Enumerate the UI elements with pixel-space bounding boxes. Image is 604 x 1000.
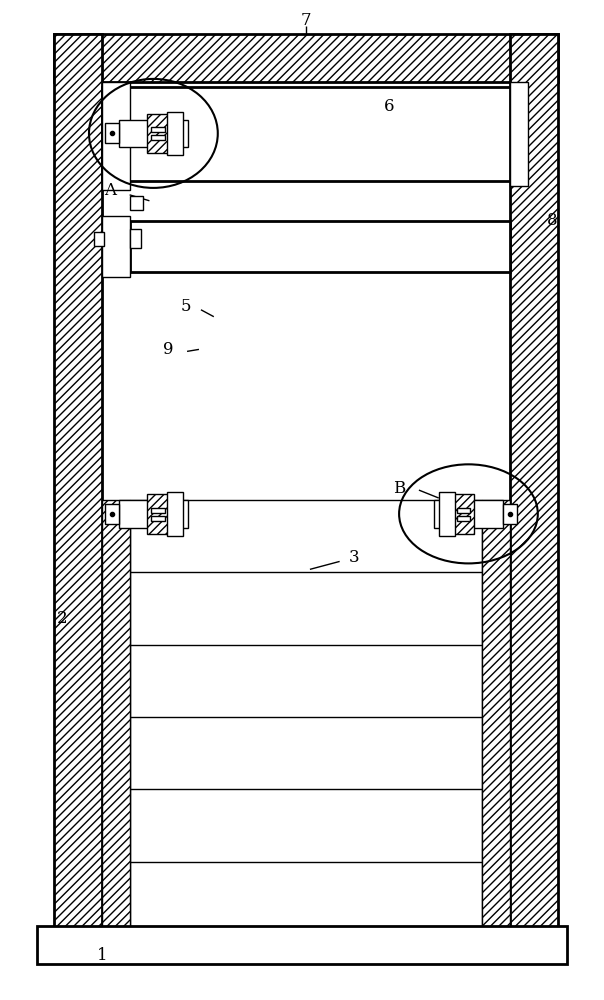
Text: A: A — [104, 182, 116, 199]
Bar — [130, 500, 483, 934]
Bar — [510, 34, 557, 936]
Bar — [102, 87, 510, 181]
Bar — [119, 120, 188, 147]
Bar — [167, 492, 183, 536]
Bar — [102, 216, 130, 277]
Text: 7: 7 — [301, 12, 311, 29]
Text: 1: 1 — [97, 947, 107, 964]
Text: 5: 5 — [181, 298, 191, 315]
Bar — [152, 127, 165, 132]
Bar — [452, 494, 474, 534]
Bar — [105, 123, 119, 143]
Bar — [54, 34, 557, 82]
Bar — [439, 492, 455, 536]
Text: 3: 3 — [349, 549, 360, 566]
Bar — [37, 926, 567, 964]
Bar — [54, 34, 102, 936]
Bar — [147, 494, 169, 534]
Bar — [457, 508, 471, 513]
Bar — [119, 500, 188, 528]
Bar — [152, 516, 165, 521]
Bar — [147, 114, 169, 153]
Text: 2: 2 — [57, 610, 68, 627]
Bar — [105, 504, 119, 524]
Bar — [130, 196, 144, 210]
Bar — [457, 516, 471, 521]
Bar — [167, 112, 183, 155]
Bar — [152, 508, 165, 513]
Bar — [102, 82, 130, 190]
Bar — [510, 82, 528, 186]
Bar — [503, 504, 517, 524]
Bar — [94, 232, 104, 246]
Bar — [102, 500, 130, 936]
Text: B: B — [393, 480, 405, 497]
Bar — [434, 500, 503, 528]
Bar — [152, 135, 165, 140]
Text: 6: 6 — [384, 98, 394, 115]
Bar — [130, 221, 510, 272]
Bar — [483, 500, 510, 936]
Bar — [130, 229, 141, 248]
Text: 8: 8 — [547, 212, 558, 229]
Text: 9: 9 — [163, 341, 173, 358]
